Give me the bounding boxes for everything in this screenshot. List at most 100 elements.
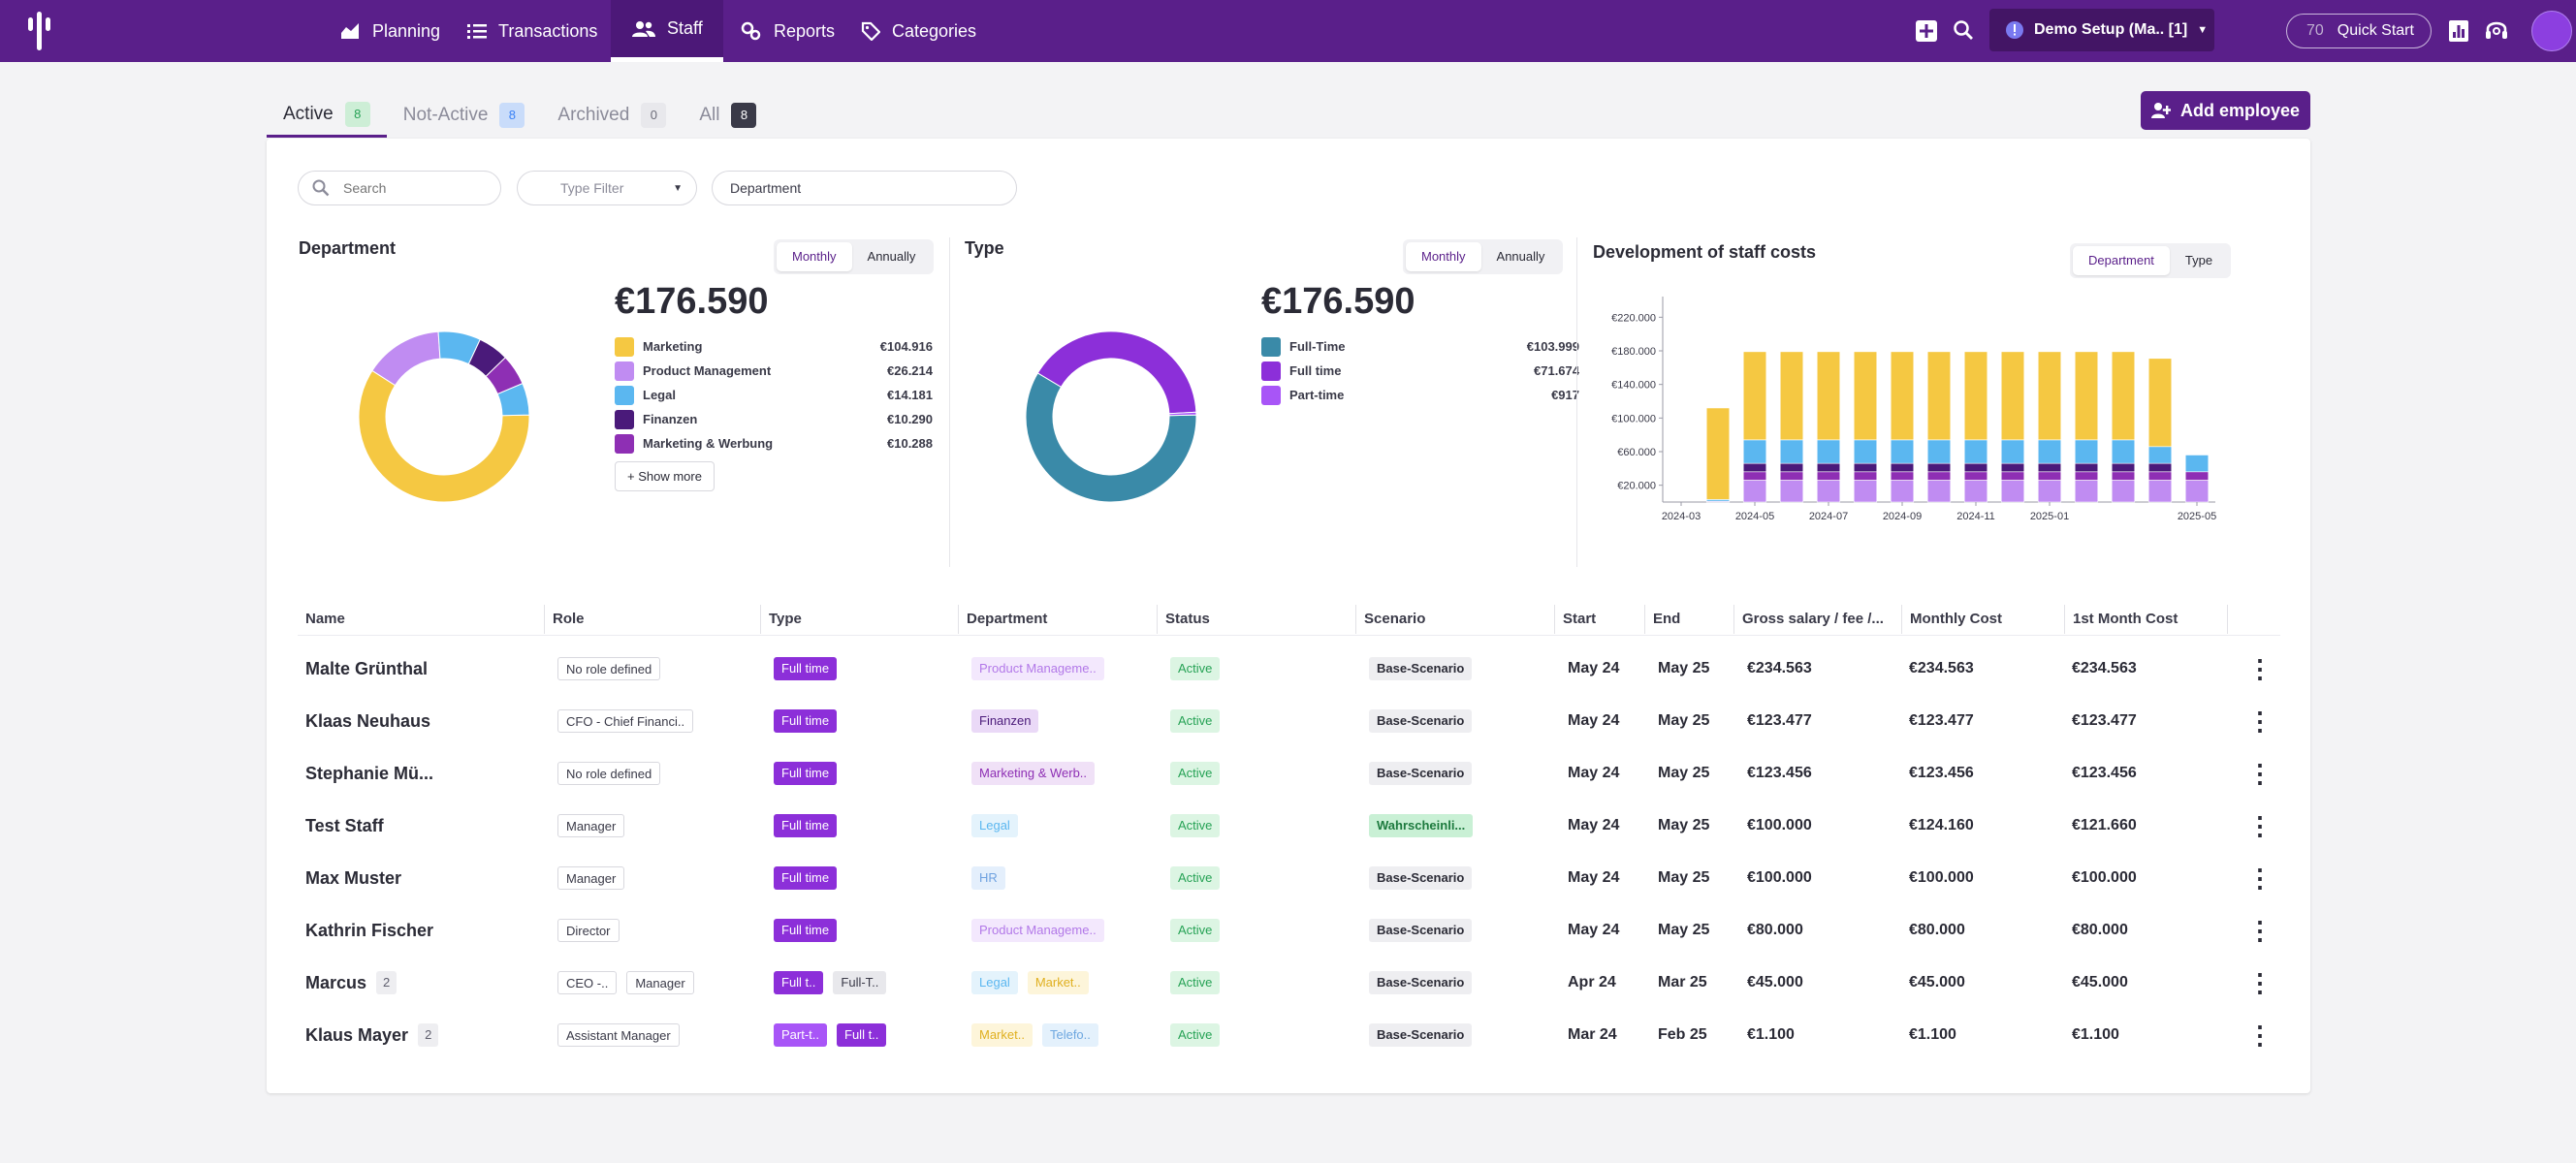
bar-segment[interactable] [2000,351,2025,441]
bar-segment[interactable] [2111,462,2136,473]
bar-segment[interactable] [2037,351,2062,441]
nav-planning[interactable]: Planning [339,0,440,62]
bar-segment[interactable] [1926,471,1952,481]
more-options-icon[interactable]: ⋮ [2247,758,2273,788]
employee-name[interactable]: Klaas Neuhaus [305,710,431,731]
bar-segment[interactable] [2147,462,2173,473]
donut-slice[interactable] [371,330,441,387]
donut-slice[interactable] [1025,372,1197,503]
more-options-icon[interactable]: ⋮ [2247,967,2273,997]
employee-name[interactable]: Max Muster [305,867,402,888]
bar-segment[interactable] [1816,480,1841,503]
bar-segment[interactable] [1816,351,1841,441]
column-header[interactable]: Start [1554,605,1644,634]
bar-segment[interactable] [1963,439,1988,464]
toggle-monthly[interactable]: Monthly [1406,242,1481,271]
bar-segment[interactable] [1816,462,1841,473]
tab-all[interactable]: All 8 [683,93,773,138]
add-square-icon[interactable] [1915,19,1938,43]
bar-segment[interactable] [2147,471,2173,481]
table-row[interactable]: Klaus Mayer 2 Assistant Manager Part-t.. Ful… [298,1009,2280,1061]
bar-segment[interactable] [1963,462,1988,473]
bar-segment[interactable] [1963,480,1988,503]
add-employee-button[interactable]: Add employee [2141,91,2310,130]
donut-slice[interactable] [1036,330,1197,415]
bar-segment[interactable] [2074,480,2099,503]
support-headset-icon[interactable] [2484,17,2509,43]
bar-segment[interactable] [2074,471,2099,481]
bar-segment[interactable] [2000,471,2025,481]
bar-segment[interactable] [1926,462,1952,473]
column-header[interactable]: End [1644,605,1733,634]
bar-segment[interactable] [1742,439,1767,464]
table-row[interactable]: Kathrin Fischer Director Full time Product … [298,904,2280,957]
bar-segment[interactable] [2037,439,2062,464]
quick-start-button[interactable]: 70 Quick Start [2286,14,2432,48]
bar-segment[interactable] [2037,471,2062,481]
employee-name[interactable]: Klaus Mayer [305,1024,409,1045]
column-header[interactable]: Scenario [1355,605,1554,634]
donut-slice[interactable] [1168,411,1197,417]
setup-selector[interactable]: Demo Setup (Ma.. [1] ▼ [1989,9,2214,51]
search-icon[interactable] [1953,19,1974,41]
bar-segment[interactable] [1890,462,1915,473]
bar-segment[interactable] [1853,471,1878,481]
bar-segment[interactable] [2037,480,2062,503]
toggle-department[interactable]: Department [2073,246,2170,275]
nav-staff[interactable]: Staff [611,0,723,62]
donut-slice[interactable] [496,382,530,417]
toggle-monthly[interactable]: Monthly [777,242,852,271]
employee-name[interactable]: Test Staff [305,815,384,835]
bar-segment[interactable] [1779,471,1804,481]
employee-name[interactable]: Stephanie Mü... [305,763,434,783]
more-options-icon[interactable]: ⋮ [2247,915,2273,945]
bar-segment[interactable] [1816,471,1841,481]
bar-segment[interactable] [1742,480,1767,503]
column-header[interactable]: Gross salary / fee /... [1733,605,1901,634]
bar-segment[interactable] [1853,439,1878,464]
column-header[interactable]: 1st Month Cost [2064,605,2227,634]
search-field[interactable] [298,171,501,205]
column-header[interactable]: Name [305,611,345,627]
app-logo[interactable] [25,8,54,54]
bar-segment[interactable] [2184,455,2210,473]
bar-segment[interactable] [2037,462,2062,473]
more-options-icon[interactable]: ⋮ [2247,706,2273,736]
more-options-icon[interactable]: ⋮ [2247,653,2273,683]
bar-segment[interactable] [1890,439,1915,464]
bar-segment[interactable] [1890,480,1915,503]
bar-segment[interactable] [2000,480,2025,503]
table-row[interactable]: Malte Grünthal No role defined Full time Pr… [298,643,2280,695]
bar-segment[interactable] [2000,439,2025,464]
bar-segment[interactable] [1853,462,1878,473]
bar-segment[interactable] [1963,351,1988,441]
bar-segment[interactable] [1779,480,1804,503]
nav-transactions[interactable]: Transactions [467,0,597,62]
bar-segment[interactable] [1816,439,1841,464]
more-options-icon[interactable]: ⋮ [2247,1020,2273,1050]
column-header[interactable]: Type [760,605,958,634]
bar-segment[interactable] [1926,351,1952,441]
bar-segment[interactable] [1926,439,1952,464]
nav-reports[interactable]: Reports [741,0,835,62]
bar-segment[interactable] [2111,351,2136,441]
bar-segment[interactable] [2147,446,2173,464]
table-row[interactable]: Marcus 2 CEO -.. Manager Full t.. Full-T.. Leg… [298,957,2280,1009]
employee-name[interactable]: Kathrin Fischer [305,920,434,940]
employee-name[interactable]: Marcus [305,972,367,992]
more-options-icon[interactable]: ⋮ [2247,810,2273,840]
table-row[interactable]: Stephanie Mü... No role defined Full time M… [298,747,2280,800]
toggle-type[interactable]: Type [2184,253,2213,267]
bar-segment[interactable] [2074,462,2099,473]
column-header[interactable]: Role [544,605,760,634]
more-options-icon[interactable]: ⋮ [2247,863,2273,893]
bar-segment[interactable] [1705,407,1731,500]
show-more-button[interactable]: + Show more [615,461,715,491]
bar-segment[interactable] [2147,480,2173,503]
toggle-annually[interactable]: Annually [867,249,916,264]
bar-segment[interactable] [1890,471,1915,481]
column-header[interactable]: Department [958,605,1157,634]
nav-categories[interactable]: Categories [861,0,976,62]
tab-active[interactable]: Active 8 [267,93,387,138]
table-row[interactable]: Max Muster Manager Full time HR Active Base-S… [298,852,2280,904]
